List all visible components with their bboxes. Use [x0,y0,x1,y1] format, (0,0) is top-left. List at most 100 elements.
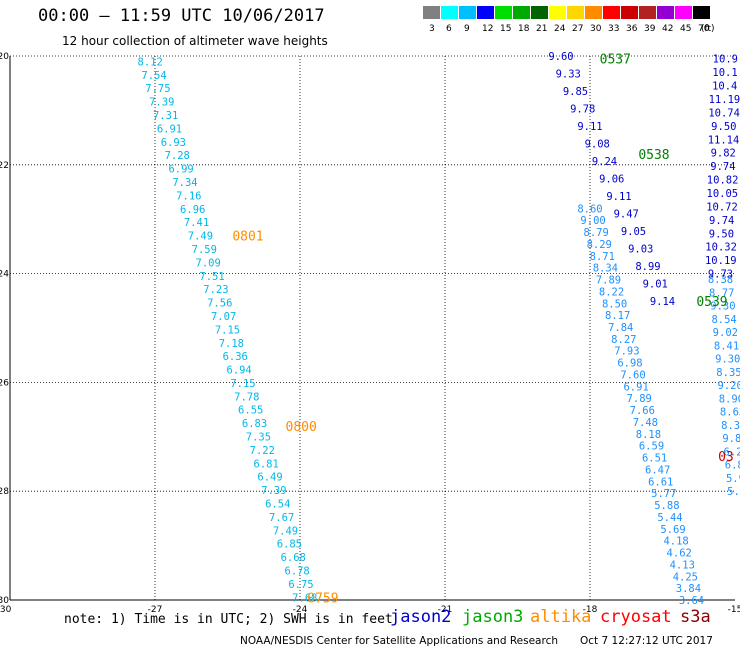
satellite-label-s3a: s3a [680,607,711,627]
satellite-label-jason2: jason2 [390,607,452,627]
legend-swatch-21 [531,6,548,19]
swh-value-jason3: 7.48 [633,417,658,429]
swh-value-jason2: 9.03 [628,243,653,255]
swh-value-jason3: 6.83 [725,460,740,472]
x-tick-label: -24 [293,605,308,615]
swh-value-altika: 6.94 [226,365,251,377]
swh-value-jason2: 9.11 [606,191,631,203]
swh-value-jason2: 10.9 [713,54,738,66]
swh-value-altika: 7.23 [203,284,228,296]
legend-swatch-27 [567,6,584,19]
pass-time-label-cryosat: 03 [718,450,734,465]
swh-value-altika: 6.85 [277,539,302,551]
x-tick-label: -15 [728,605,740,615]
swh-value-jason3: 5.88 [654,500,679,512]
swh-value-jason2: 9.82 [711,148,736,160]
swh-value-altika: 6.91 [157,123,182,135]
legend-swatch-15 [495,6,512,19]
swh-value-jason3: 3.84 [676,583,701,595]
swh-value-altika: 6.99 [168,164,193,176]
x-tick-label: -18 [583,605,598,615]
legend-swatch-36 [621,6,638,19]
swh-value-altika: 6.54 [265,499,290,511]
swh-value-altika: 6.68 [281,552,306,564]
legend-label-30: 30 [590,24,602,34]
swh-value-altika: 7.49 [273,525,298,537]
swh-value-jason3: 9.30 [715,354,740,366]
x-tick-label: -30 [0,605,12,615]
swh-value-jason3: 7.66 [630,405,655,417]
legend-swatch-33 [603,6,620,19]
swh-value-jason2: 10.32 [705,242,737,254]
legend-swatch-70 [693,6,710,19]
swh-value-jason3: 8.41 [714,340,739,352]
swh-value-jason3: 6.47 [645,464,670,476]
swh-value-jason3: 8.18 [636,429,661,441]
swh-value-jason3: 5.69 [660,524,685,536]
credit-line: NOAA/NESDIS Center for Satellite Applica… [240,635,558,647]
swh-value-jason3: 4.13 [670,559,695,571]
swh-value-altika: 7.51 [199,271,224,283]
swh-value-jason2: 10.74 [708,107,740,119]
legend-swatch-3 [423,6,440,19]
swh-value-altika: 7.49 [188,231,213,243]
swh-value-jason3: 6.59 [639,441,664,453]
swh-value-jason3: 3.64 [679,595,704,607]
swh-value-altika: 6.75 [288,579,313,591]
swh-value-jason3: 8.63 [720,407,740,419]
swh-value-jason2: 9.73 [708,269,733,281]
swh-value-jason2: 9.60 [548,51,573,63]
swh-value-jason3: 7.89 [627,393,652,405]
swh-value-jason3: 9.00 [580,215,605,227]
y-tick-label: -28 [0,487,9,497]
swh-value-jason3: 7.93 [614,346,639,358]
swh-value-jason2: 9.50 [709,228,734,240]
legend-label-70: 70 [698,24,710,34]
swh-value-jason3: 9.20 [718,380,740,392]
swh-value-jason3: 8.22 [599,286,624,298]
swh-value-jason2: 9.85 [563,86,588,98]
legend-label-27: 27 [572,24,584,34]
swh-value-altika: 7.59 [192,244,217,256]
swh-value-altika: 7.15 [215,324,240,336]
swh-value-jason3: 8.38 [708,274,733,286]
swh-value-jason3: 8.71 [590,251,615,263]
swh-value-jason3: 5.74 [727,486,740,498]
satellite-label-cryosat: cryosat [600,607,672,627]
swh-value-altika: 7.54 [141,70,166,82]
swh-value-jason3: 6.51 [642,453,667,465]
swh-value-jason3: 7.60 [620,369,645,381]
swh-value-jason2: 10.72 [706,201,738,213]
swh-value-jason3: 8.27 [611,334,636,346]
swh-value-jason2: 9.50 [711,121,736,133]
swh-value-altika: 6.81 [254,458,279,470]
swh-value-jason2: 11.19 [709,94,740,106]
swh-value-jason3: 5.44 [657,512,682,524]
map-title: 00:00 – 11:59 UTC 10/06/2017 [38,6,325,26]
swh-value-altika: 6.93 [161,137,186,149]
swh-value-jason3: 4.25 [673,571,698,583]
swh-value-altika: 7.39 [261,485,286,497]
swh-value-altika: 7.35 [246,432,271,444]
swh-value-jason3: 8.39 [721,420,740,432]
swh-value-jason3: 6.61 [648,476,673,488]
swh-value-altika: 7.18 [219,338,244,350]
swh-value-jason2: 10.4 [712,81,737,93]
swh-value-jason3: 9.02 [713,327,738,339]
swh-value-altika: 6.55 [238,405,263,417]
swh-value-altika: 7.09 [196,257,221,269]
swh-value-jason3: 6.98 [617,358,642,370]
x-tick-label: -21 [438,605,453,615]
swh-value-jason3: 8.90 [719,393,740,405]
legend-label-39: 39 [644,24,656,34]
map-subtitle: 12 hour collection of altimeter wave hei… [62,34,328,48]
pass-time-label-jason3: 0538 [638,148,669,163]
swh-value-altika: 7.75 [145,83,170,95]
legend-label-18: 18 [518,24,530,34]
swh-value-altika: 7.41 [184,217,209,229]
legend-unit: (ft) [701,24,715,34]
legend-swatch-45 [675,6,692,19]
swh-value-jason2: 9.08 [585,138,610,150]
swh-value-jason2: 9.01 [643,278,668,290]
y-tick-label: -20 [0,52,9,62]
